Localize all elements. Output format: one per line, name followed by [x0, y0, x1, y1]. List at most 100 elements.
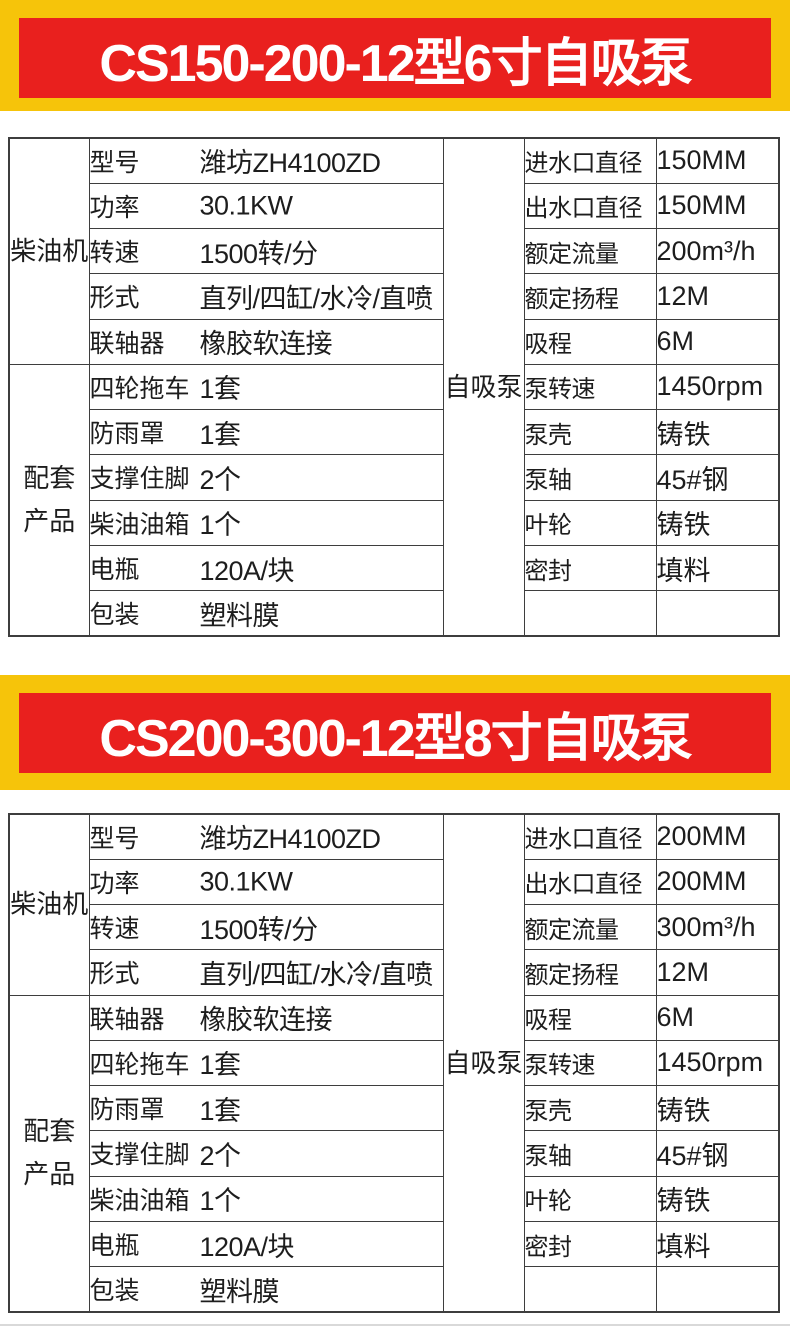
- spec-row-label: 密封: [523, 1220, 657, 1268]
- spec-row: 支撑住脚 2个: [88, 454, 444, 501]
- empty-cell: [655, 1266, 780, 1313]
- spec-row-value: 潍坊ZH4100ZD: [199, 148, 382, 179]
- table-row: 电瓶 120A/块 密封 填料: [9, 544, 780, 592]
- spec-row-value: 填料: [655, 1220, 780, 1268]
- spec-row-value: 1套: [199, 1050, 242, 1081]
- table-row: 配套 产品 四轮拖车 1套 泵转速 1450rpm: [8, 363, 780, 637]
- spec-row: 形式 直列/四缸/水冷/直喷: [88, 273, 444, 320]
- spec-row-label: 型号: [89, 824, 140, 853]
- spec-row-value: 1450rpm: [655, 1039, 780, 1087]
- spec-row-value: 1500转/分: [199, 914, 319, 945]
- spec-row-label: 额定流量: [523, 904, 657, 951]
- table-row: 联轴器 橡胶软连接 吸程 6M: [9, 318, 780, 365]
- spec-row-label: 额定流量: [523, 228, 657, 275]
- spec-row-label: 进水口直径: [523, 813, 657, 860]
- spec-row: 联轴器 橡胶软连接: [88, 994, 444, 1041]
- spec-row: 型号 潍坊ZH4100ZD: [88, 813, 444, 860]
- spec-row-label: 出水口直径: [523, 858, 657, 906]
- spec-row-value: 直列/四缸/水冷/直喷: [199, 283, 434, 314]
- table-row: 包装 塑料膜: [9, 590, 780, 637]
- table-row: 转速 1500转/分 额定流量 200m³/h: [9, 228, 780, 275]
- table-row: 支撑住脚 2个 泵轴 45#钢: [9, 454, 780, 501]
- spec-row-value: 200MM: [655, 858, 780, 906]
- table-row: 形式 直列/四缸/水冷/直喷 额定扬程 12M: [9, 273, 780, 320]
- banner-band-2: CS200-300-12型8寸自吸泵: [0, 675, 790, 790]
- spec-row-label: 泵壳: [523, 1085, 657, 1132]
- spacer: [0, 111, 790, 137]
- spec-row-value: 150MM: [655, 137, 780, 184]
- spec-row-label: 型号: [89, 148, 140, 177]
- table-row: 柴油油箱 1个 叶轮 铸铁: [9, 1175, 780, 1222]
- page-divider: [0, 1324, 790, 1326]
- spec-row-label: 吸程: [523, 318, 657, 365]
- spec-row-value: 铸铁: [655, 1175, 780, 1222]
- spec-row-value: 120A/块: [199, 555, 295, 586]
- banner-title-2: CS200-300-12型8寸自吸泵: [99, 709, 692, 768]
- spec-row: 防雨罩 1套: [88, 409, 444, 456]
- spec-row-value: 填料: [655, 544, 780, 592]
- table-row: 配套 产品 联轴器 橡胶软连接 吸程 6M: [8, 994, 780, 1313]
- spec-row: 转速 1500转/分: [88, 228, 444, 275]
- spec-table-1: 柴油机 型号 潍坊ZH4100ZD 自吸泵 进水口直径 150MM 功率 30.1K…: [8, 137, 780, 637]
- spec-row-label: 防雨罩: [89, 1096, 165, 1125]
- table-row: 柴油机 型号 潍坊ZH4100ZD 自吸泵 进水口直径 150MM: [8, 137, 780, 637]
- spec-row-label: 支撑住脚: [89, 465, 190, 494]
- product-section-1: CS150-200-12型6寸自吸泵 柴油机 型号 潍坊ZH4100ZD 自吸泵 …: [0, 0, 790, 637]
- spec-row: 转速 1500转/分: [88, 904, 444, 951]
- spec-row-value: 1500转/分: [199, 238, 319, 269]
- spec-row-label: 四轮拖车: [89, 374, 190, 403]
- spec-row-label: 形式: [89, 960, 140, 989]
- spec-table-2: 柴油机 型号 潍坊ZH4100ZD 自吸泵 进水口直径 200MM 功率 30.1K…: [8, 813, 780, 1313]
- spec-row-value: 12M: [655, 273, 780, 320]
- pump-group-header: 自吸泵: [442, 137, 525, 637]
- spec-row-value: 1套: [199, 1095, 242, 1126]
- spec-row: 电瓶 120A/块: [88, 1220, 444, 1268]
- spec-row: 柴油油箱 1个: [88, 1175, 444, 1222]
- spec-row-label: 泵轴: [523, 1130, 657, 1177]
- spec-row-label: 叶轮: [523, 1175, 657, 1222]
- spec-row-label: 吸程: [523, 994, 657, 1041]
- spec-row-label: 密封: [523, 544, 657, 592]
- spec-row: 功率 30.1KW: [88, 182, 444, 230]
- product-section-2: CS200-300-12型8寸自吸泵 柴油机 型号 潍坊ZH4100ZD 自吸泵 …: [0, 675, 790, 1326]
- spec-row-label: 支撑住脚: [89, 1141, 190, 1170]
- spec-row-label: 联轴器: [89, 329, 165, 358]
- table-row: 包装 塑料膜: [9, 1266, 780, 1313]
- spec-row-value: 潍坊ZH4100ZD: [199, 824, 382, 855]
- spec-row-label: 额定扬程: [523, 273, 657, 320]
- spec-row-label: 出水口直径: [523, 182, 657, 230]
- spec-row-value: 2个: [199, 464, 242, 495]
- spec-row-value: 橡胶软连接: [199, 1005, 333, 1036]
- table-row: 防雨罩 1套 泵壳 铸铁: [9, 409, 780, 456]
- spec-row-value: 200m³/h: [655, 228, 780, 275]
- spec-row: 四轮拖车 1套: [88, 363, 444, 411]
- spec-row-label: 防雨罩: [89, 420, 165, 449]
- table-row: 电瓶 120A/块 密封 填料: [9, 1220, 780, 1268]
- engine-group-header: 柴油机: [8, 813, 90, 996]
- spec-row: 型号 潍坊ZH4100ZD: [88, 137, 444, 184]
- spec-row-value: 45#钢: [655, 1130, 780, 1177]
- accessory-group-header: 配套 产品: [8, 994, 90, 1313]
- spec-row: 四轮拖车 1套: [88, 1039, 444, 1087]
- spec-row-value: 铸铁: [655, 409, 780, 456]
- spec-row: 联轴器 橡胶软连接: [88, 318, 444, 365]
- spec-row-value: 45#钢: [655, 454, 780, 501]
- spec-row-value: 300m³/h: [655, 904, 780, 951]
- spec-row-label: 泵转速: [523, 1039, 657, 1087]
- empty-cell: [523, 590, 657, 637]
- table-row: 功率 30.1KW 出水口直径 150MM: [9, 182, 780, 230]
- spec-row-label: 叶轮: [523, 499, 657, 546]
- spec-row: 形式 直列/四缸/水冷/直喷: [88, 949, 444, 996]
- spec-row-label: 额定扬程: [523, 949, 657, 996]
- spec-row-value: 120A/块: [199, 1231, 295, 1262]
- spec-row-label: 包装: [89, 601, 140, 630]
- spec-row-label: 电瓶: [89, 1232, 140, 1261]
- banner-title-1: CS150-200-12型6寸自吸泵: [99, 34, 692, 93]
- spec-row: 电瓶 120A/块: [88, 544, 444, 592]
- banner-2: CS200-300-12型8寸自吸泵: [19, 693, 771, 773]
- table-row: 转速 1500转/分 额定流量 300m³/h: [9, 904, 780, 951]
- table-row: 支撑住脚 2个 泵轴 45#钢: [9, 1130, 780, 1177]
- spec-row-value: 1450rpm: [655, 363, 780, 411]
- spec-row: 包装 塑料膜: [88, 1266, 444, 1313]
- spec-row: 包装 塑料膜: [88, 590, 444, 637]
